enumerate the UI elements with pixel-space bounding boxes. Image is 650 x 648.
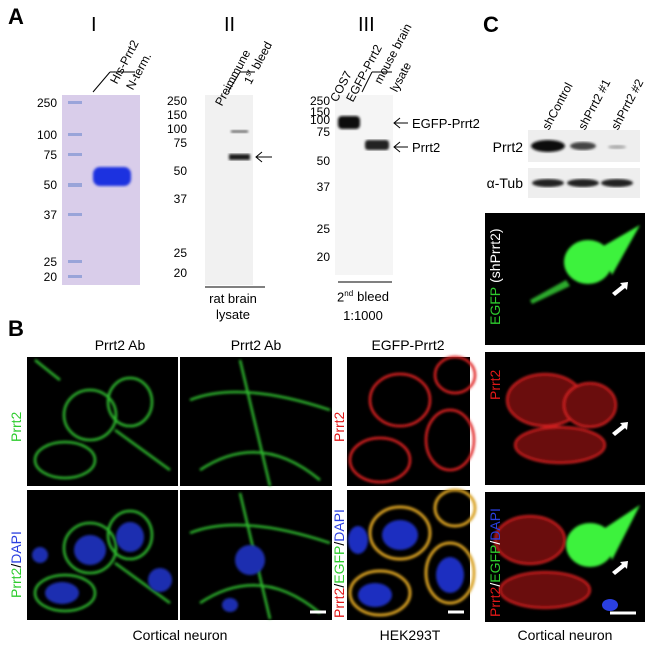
gel-footer: 1:1000 bbox=[343, 308, 383, 323]
ladder-label: 20 bbox=[316, 250, 330, 264]
panel-footer: HEK293T bbox=[379, 627, 441, 643]
blot-label: α-Tub bbox=[486, 175, 523, 191]
label-part: / bbox=[487, 582, 503, 587]
ladder-label: 25 bbox=[316, 222, 330, 236]
ladder-label: 25 bbox=[173, 246, 187, 260]
ladder-label: 100 bbox=[36, 128, 57, 142]
label-part: / bbox=[331, 541, 347, 546]
panel-letter: A bbox=[8, 4, 24, 29]
label-part: Prrt2 bbox=[487, 369, 503, 400]
ladder-label: 250 bbox=[36, 96, 57, 110]
ladder-label: 50 bbox=[173, 164, 187, 178]
label-part: EGFP bbox=[331, 545, 347, 584]
label-part: DAPI bbox=[487, 508, 503, 541]
ladder-label: 250 bbox=[166, 94, 187, 108]
label-part: Prrt2 bbox=[8, 411, 24, 442]
label-part: EGFP bbox=[487, 286, 503, 325]
label-part: Prrt2 bbox=[331, 587, 347, 618]
ladder-label: 37 bbox=[316, 180, 330, 194]
gel-numeral: II bbox=[224, 14, 236, 36]
column-header: EGFP-Prrt2 bbox=[371, 337, 445, 353]
ladder-label: 75 bbox=[316, 125, 330, 139]
gel-numeral: I bbox=[91, 14, 97, 36]
blot-label: Prrt2 bbox=[492, 139, 523, 155]
panel-letter: B bbox=[8, 316, 24, 341]
band-label: Prrt2 bbox=[412, 140, 441, 155]
gel-footer: lysate bbox=[216, 307, 250, 322]
row-label: Prrt2 bbox=[8, 411, 24, 442]
column-header: Prrt2 Ab bbox=[230, 337, 282, 353]
label-part: Prrt2 bbox=[487, 586, 503, 617]
gel-footer: 2nd bleed bbox=[325, 289, 401, 305]
image-label: Prrt2 bbox=[487, 369, 503, 400]
ladder-label: 150 bbox=[166, 108, 187, 122]
label-part: / bbox=[8, 563, 24, 568]
row-label: Prrt2 bbox=[331, 411, 347, 442]
ladder-label: 250 bbox=[309, 94, 330, 108]
gel-numeral: III bbox=[358, 14, 375, 36]
ladder-label: 75 bbox=[173, 136, 187, 150]
image-label: Prrt2/EGFP/DAPI bbox=[487, 508, 503, 617]
panel-footer: Cortical neuron bbox=[132, 627, 228, 643]
ladder-label: 100 bbox=[309, 113, 330, 127]
label-part: DAPI bbox=[8, 531, 24, 564]
label-part: DAPI bbox=[331, 509, 347, 542]
ladder-label: 20 bbox=[173, 266, 187, 280]
ladder-label: 50 bbox=[316, 154, 330, 168]
band-label: EGFP-Prrt2 bbox=[412, 116, 480, 131]
label-part: Prrt2 bbox=[8, 567, 24, 598]
label-part: / bbox=[331, 583, 347, 588]
label-part: Prrt2 bbox=[331, 411, 347, 442]
ladder-label: 20 bbox=[43, 270, 57, 284]
ladder-label: 100 bbox=[166, 122, 187, 136]
ladder-label: 150 bbox=[309, 105, 330, 119]
label-part: 2 bbox=[337, 289, 345, 305]
gel-footer: rat brain bbox=[209, 291, 257, 306]
row-label: Prrt2/DAPI bbox=[8, 531, 24, 598]
panel-letter: C bbox=[483, 12, 499, 37]
label-part: nd bbox=[344, 289, 354, 298]
image-label: EGFP (shPrrt2) bbox=[487, 228, 503, 325]
label-part: bleed bbox=[357, 289, 389, 305]
panel-footer: Cortical neuron bbox=[517, 627, 613, 643]
ladder-label: 25 bbox=[43, 255, 57, 269]
label-part: (shPrrt2) bbox=[487, 228, 503, 283]
ladder-label: 50 bbox=[43, 178, 57, 192]
ladder-label: 37 bbox=[173, 192, 187, 206]
label-part: / bbox=[487, 540, 503, 545]
label-part: EGFP bbox=[487, 544, 503, 583]
ladder-label: 75 bbox=[43, 148, 57, 162]
row-label: Prrt2/EGFP/DAPI bbox=[331, 509, 347, 618]
column-header: Prrt2 Ab bbox=[94, 337, 146, 353]
ladder-label: 37 bbox=[43, 208, 57, 222]
